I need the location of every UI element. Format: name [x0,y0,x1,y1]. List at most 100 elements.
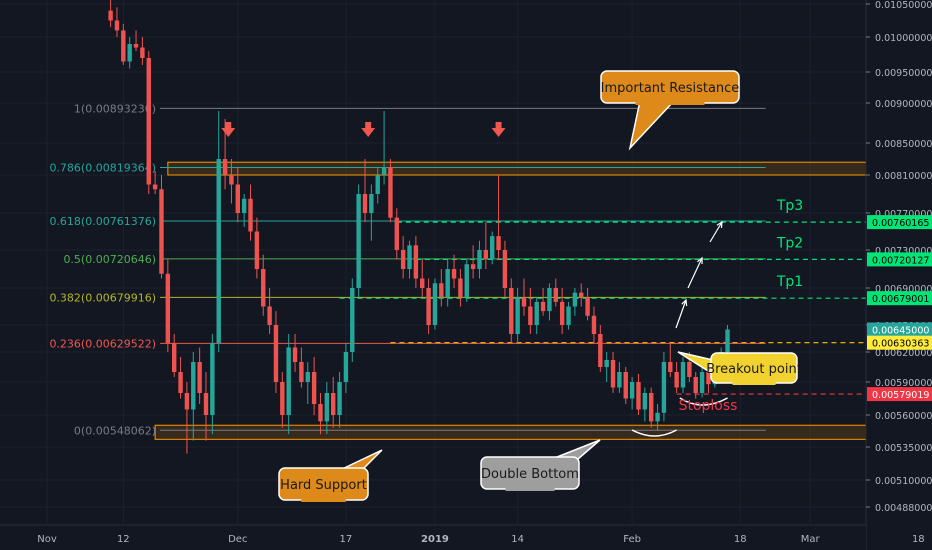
candle [451,254,457,288]
candle-body [172,343,177,372]
candle [598,325,603,372]
candle-body [655,412,660,422]
candle-body [509,288,514,334]
zone-support [154,424,926,440]
candle [559,288,565,334]
candle-body [343,352,349,382]
candle [229,159,234,204]
down-arrow-marker-1 [221,122,236,137]
candle-body [636,382,641,410]
candle-body [273,325,279,382]
candle [407,240,412,279]
price-tag-0.00760165: 0.00760165 [867,215,932,230]
candle-body [286,347,291,415]
candle-body [725,329,730,352]
candle-body [324,393,330,422]
candle [445,259,450,307]
candle [178,357,183,399]
y-tick-label-2: 0.00950000 [875,68,932,79]
candle [649,387,654,428]
candle [521,278,527,316]
candle [146,51,151,194]
candle-body [521,297,527,307]
candles [108,0,730,454]
candle [273,311,279,393]
candle [267,288,272,334]
callout-seam [505,487,555,491]
candle-body [432,283,438,325]
candle [413,236,419,288]
price-tag-label: 0.00645000 [872,326,929,337]
candle [121,23,126,65]
candle [496,175,501,260]
zone-resistance [167,161,926,176]
candle [203,372,209,441]
stoploss-arc [679,397,728,406]
candle-body [381,167,387,175]
candle-body [610,360,616,388]
candle-body [292,347,298,362]
candle [553,278,558,307]
candle-body [127,44,132,62]
candle [566,301,571,330]
fib-label-0.236: 0.236(0.00629522) [49,337,156,350]
candle [509,278,514,343]
candle-body [216,159,221,343]
candle-body [420,278,425,288]
candle-body [369,194,374,213]
candle-body [687,362,692,377]
candle [184,382,190,454]
candle-body [693,377,698,393]
candle-body [222,159,228,175]
candle [426,278,431,334]
y-tick-label-8: 0.00690000 [875,284,932,295]
y-tick-label-6: 0.00770000 [875,209,932,220]
price-tag-0.00720127: 0.00720127 [867,252,932,266]
candle [362,159,368,223]
fib-label-0.618: 0.618(0.00761376) [49,215,156,228]
candle [617,362,622,393]
fib-label-0: 0(0.00548062) [74,424,156,437]
fib-label-0.5: 0.5(0.00720646) [63,253,156,266]
price-tag-0.00630363: 0.00630363 [867,335,932,350]
x-tick-label-1: 12 [117,534,130,545]
candle-body [210,343,215,415]
candle [547,283,552,321]
candle-body [350,288,355,352]
candle [216,111,221,352]
y-tick-label-12: 0.00560000 [875,411,932,422]
price-tag-0.00645000: 0.00645000 [867,322,932,337]
candle [610,352,616,393]
candle-body [706,372,711,385]
fib-label-0.382: 0.382(0.00679916) [49,291,156,304]
candle-body [280,382,285,415]
callout-double-bottom: Double Bottom [480,439,601,491]
candle-body [668,362,673,372]
candle-body [426,288,431,325]
candle-body [617,372,622,388]
candle-body [248,198,253,232]
candle [534,297,539,334]
candle [680,357,686,393]
candle-body [254,231,260,269]
candle-body [547,288,552,312]
candle-body [553,288,558,302]
candle [420,259,425,298]
candle-body [318,404,323,422]
candle-body [572,292,578,307]
candle-body [394,217,399,250]
projection-arrow-2 [687,257,703,289]
markers: Tp3 Tp2 Tp1 Stoploss [221,122,803,437]
down-arrow-marker-2 [361,122,376,137]
candle-body [178,372,183,393]
projection-arrow-head-3 [716,220,723,229]
candle [172,334,177,377]
target-label-Tp3: Tp3 [776,198,803,214]
y-tick-label-5: 0.00810000 [875,171,932,182]
x-axis: Nov 12 Dec 17 2019 14 Feb 18 Mar 18 [0,524,925,550]
x-tick-label-9: 18 [912,534,925,545]
candle-body [470,264,476,269]
candle-body [534,301,539,325]
price-tag-bg [867,322,932,337]
